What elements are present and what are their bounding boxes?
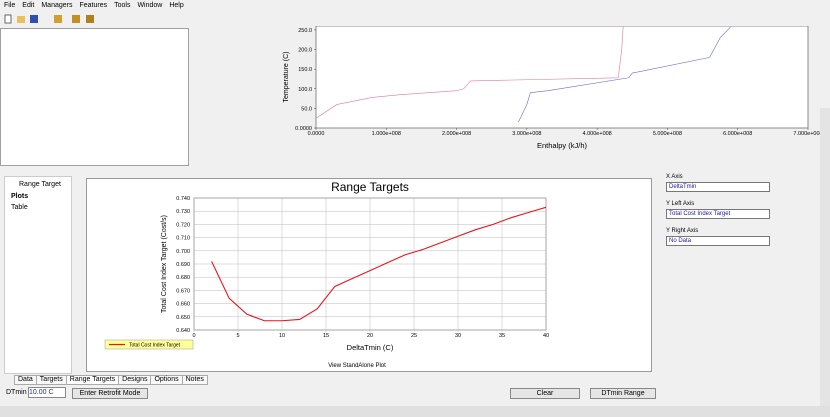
x-tick-label: 40 xyxy=(543,333,549,339)
dtmin-label: DTmin xyxy=(6,389,27,396)
tab-bar: Data Targets Range Targets Designs Options No… xyxy=(14,375,208,385)
y-tick-label: 0.680 xyxy=(176,275,190,281)
standalone-link[interactable]: View StandAlone Plot xyxy=(328,363,386,369)
menu-item[interactable]: Edit xyxy=(22,2,35,9)
y-tick-label: 0.710 xyxy=(176,236,190,242)
x-tick-label: 35 xyxy=(499,333,505,339)
legend-box xyxy=(104,339,194,350)
tab[interactable]: Designs xyxy=(118,375,152,385)
tab[interactable]: Notes xyxy=(181,375,208,385)
tab[interactable]: Options xyxy=(150,375,183,385)
axis-label: X Axis xyxy=(666,174,683,180)
y-tick-label: 0.640 xyxy=(176,328,190,334)
axis-panel: X Axis DeltaTmin Y Left Axis Total Cost Ind… xyxy=(662,174,777,254)
y-tick-label: 0.730 xyxy=(176,209,190,215)
y-tick-label: 50.0 xyxy=(301,106,312,112)
y-tick-label: 0.690 xyxy=(176,262,190,268)
toolbar xyxy=(4,14,94,24)
y-tick-label: 0.720 xyxy=(176,222,190,228)
x-axis-label: DeltaTmin (C) xyxy=(347,343,394,352)
x-tick-label: 6.000e+008 xyxy=(723,131,752,137)
x-tick-label: 5.000e+008 xyxy=(653,131,682,137)
range-chart: Range Targets 0.640 0.650 0.660 0.670 0.680 0.… xyxy=(86,178,652,372)
y-tick-label: 150.0 xyxy=(298,67,312,73)
series-line xyxy=(518,26,731,123)
legend-label: Total Cost Index Target xyxy=(129,343,181,349)
x-tick-label: 3.000e+008 xyxy=(512,131,541,137)
retrofit-button[interactable]: Enter Retrofit Mode xyxy=(72,388,148,399)
x-tick-label: 2.000e+008 xyxy=(442,131,471,137)
x-tick-label: 5 xyxy=(236,333,239,339)
y-tick-label: 250.0 xyxy=(298,28,312,34)
y-tick-label: 0.650 xyxy=(176,315,190,321)
nav-item[interactable]: Plots xyxy=(11,193,29,200)
x-tick-label: 30 xyxy=(455,333,461,339)
x-tick-label: 1.000e+008 xyxy=(372,131,401,137)
x-tick-label: 20 xyxy=(367,333,373,339)
x-tick-label: 15 xyxy=(323,333,329,339)
y-tick-label: 0.0000 xyxy=(295,126,312,132)
axis-dropdown[interactable]: DeltaTmin xyxy=(666,182,770,192)
y-tick-label: 0.700 xyxy=(176,249,190,255)
y-axis-label: Temperature (C) xyxy=(283,52,290,103)
axis-label: Y Right Axis xyxy=(666,228,699,234)
menu-item[interactable]: Features xyxy=(79,2,108,9)
menu-item[interactable]: Help xyxy=(169,2,184,9)
x-axis-label: Enthalpy (kJ/h) xyxy=(537,141,588,150)
x-tick-label: 0 xyxy=(192,333,195,339)
series-line xyxy=(211,206,546,322)
composite-chart: 0.0000 50.0 100.0 150.0 200.0 250.0 0.0000 1.00… xyxy=(283,26,822,150)
menu-bar: File Edit Managers Features Tools Window Help xyxy=(4,2,191,9)
plot-area xyxy=(315,26,809,129)
dtmin-input[interactable]: 10.00 C xyxy=(28,387,66,398)
x-tick-label: 10 xyxy=(279,333,285,339)
axis-label: Y Left Axis xyxy=(666,201,695,207)
y-tick-label: 100.0 xyxy=(298,87,312,93)
y-axis-label: Total Cost Index Target (Cost/s) xyxy=(161,215,168,313)
menu-item[interactable]: File xyxy=(4,2,16,9)
y-tick-label: 0.740 xyxy=(176,196,190,202)
x-tick-label: 4.000e+008 xyxy=(583,131,612,137)
x-tick-label: 7.000e+008 xyxy=(793,131,822,137)
series-line xyxy=(316,26,624,119)
axis-dropdown[interactable]: Total Cost Index Target xyxy=(666,209,770,219)
x-tick-label: 0.0000 xyxy=(308,131,325,137)
tab[interactable]: Data xyxy=(14,375,37,385)
status-bar xyxy=(0,406,830,417)
y-tick-label: 0.670 xyxy=(176,288,190,294)
chart-title: Range Targets xyxy=(331,180,409,194)
menu-item[interactable]: Window xyxy=(137,2,163,9)
tab[interactable]: Range Targets xyxy=(65,375,120,385)
y-tick-label: 200.0 xyxy=(298,48,312,54)
menu-item[interactable]: Tools xyxy=(114,2,131,9)
range-button[interactable]: DTmin Range xyxy=(590,388,656,399)
axis-dropdown[interactable]: No Data xyxy=(666,236,770,246)
range-nav: Range Target Plots Table xyxy=(4,176,72,374)
scrollbar[interactable] xyxy=(820,108,830,408)
menu-item[interactable]: Managers xyxy=(41,2,73,9)
x-tick-label: 25 xyxy=(411,333,417,339)
tab[interactable]: Targets xyxy=(35,375,67,385)
clear-button[interactable]: Clear xyxy=(510,388,580,399)
toolbar-icons xyxy=(4,14,94,24)
y-tick-label: 0.660 xyxy=(176,302,190,308)
nav-item[interactable]: Table xyxy=(11,204,28,211)
tree-panel xyxy=(0,28,189,166)
nav-title: Range Target xyxy=(19,181,61,188)
